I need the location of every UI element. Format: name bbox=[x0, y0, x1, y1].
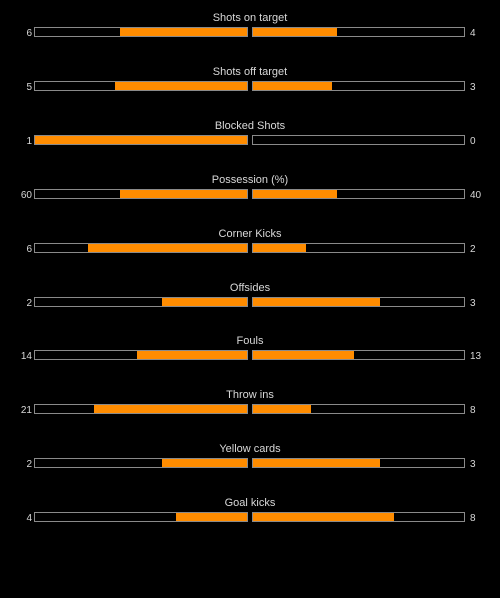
away-bar bbox=[252, 296, 465, 307]
stat-row: Offsides 2 3 bbox=[0, 276, 500, 316]
stat-label: Possession (%) bbox=[211, 173, 289, 186]
home-bar bbox=[34, 134, 248, 145]
away-bar bbox=[252, 512, 465, 523]
stat-row: Fouls 14 13 bbox=[0, 329, 500, 369]
home-bar-fill bbox=[93, 405, 247, 414]
home-bar bbox=[34, 27, 248, 37]
stat-label: Offsides bbox=[229, 281, 271, 294]
home-bar-fill bbox=[162, 297, 247, 306]
stat-row: Shots off target 5 3 bbox=[0, 60, 500, 100]
stat-label: Shots on target bbox=[212, 12, 288, 24]
stat-label: Blocked Shots bbox=[214, 119, 286, 132]
home-bar-fill bbox=[119, 28, 247, 36]
away-bar-fill bbox=[253, 243, 306, 252]
home-value: 21 bbox=[20, 405, 32, 417]
stat-row: Possession (%) 60 40 bbox=[0, 168, 500, 208]
stat-row: Goal kicks 4 8 bbox=[0, 491, 500, 531]
stat-label: Yellow cards bbox=[219, 443, 281, 456]
away-value: 8 bbox=[470, 405, 476, 417]
home-bar bbox=[34, 188, 248, 199]
away-value: 0 bbox=[470, 135, 476, 147]
away-bar bbox=[252, 188, 465, 199]
home-bar-fill bbox=[136, 351, 247, 360]
home-value: 6 bbox=[26, 28, 32, 39]
away-bar bbox=[252, 134, 465, 145]
away-bar bbox=[252, 350, 465, 361]
home-value: 5 bbox=[26, 81, 32, 93]
home-bar-fill bbox=[176, 513, 247, 522]
away-bar-fill bbox=[253, 189, 338, 198]
home-bar-fill bbox=[162, 459, 247, 468]
home-bar-fill bbox=[88, 243, 247, 252]
home-value: 2 bbox=[26, 459, 32, 471]
stat-row: Corner Kicks 6 2 bbox=[0, 222, 500, 262]
away-value: 40 bbox=[470, 189, 482, 201]
away-value: 3 bbox=[470, 81, 476, 93]
stat-label: Throw ins bbox=[226, 389, 274, 402]
home-value: 60 bbox=[20, 189, 32, 201]
home-bar bbox=[34, 404, 248, 415]
home-bar bbox=[34, 80, 248, 91]
stat-label: Goal kicks bbox=[224, 497, 276, 510]
away-bar bbox=[252, 80, 465, 91]
home-bar-fill bbox=[119, 189, 247, 198]
stat-label: Corner Kicks bbox=[218, 227, 282, 240]
stat-row: Yellow cards 2 3 bbox=[0, 437, 500, 477]
away-value: 13 bbox=[470, 351, 482, 363]
away-value: 4 bbox=[470, 28, 476, 39]
away-bar bbox=[252, 458, 465, 469]
home-bar-fill bbox=[114, 81, 247, 90]
away-bar-fill bbox=[253, 297, 380, 306]
away-bar-fill bbox=[253, 513, 394, 522]
away-value: 3 bbox=[470, 297, 476, 309]
home-bar bbox=[34, 242, 248, 253]
away-bar-fill bbox=[253, 351, 355, 360]
home-bar bbox=[34, 350, 248, 361]
home-bar bbox=[34, 512, 248, 523]
away-value: 8 bbox=[470, 513, 476, 525]
stat-row: Blocked Shots 1 0 bbox=[0, 114, 500, 154]
home-bar bbox=[34, 458, 248, 469]
away-bar bbox=[252, 27, 465, 37]
stat-label: Fouls bbox=[236, 335, 264, 348]
stat-row: Throw ins 21 8 bbox=[0, 383, 500, 423]
home-bar bbox=[34, 296, 248, 307]
away-value: 2 bbox=[470, 243, 476, 255]
home-bar-fill bbox=[35, 135, 247, 144]
away-bar-fill bbox=[253, 81, 333, 90]
away-bar bbox=[252, 404, 465, 415]
away-bar-fill bbox=[253, 459, 380, 468]
home-value: 2 bbox=[26, 297, 32, 309]
away-bar bbox=[252, 242, 465, 253]
away-bar-fill bbox=[253, 405, 312, 414]
home-value: 14 bbox=[20, 351, 32, 363]
away-value: 3 bbox=[470, 459, 476, 471]
stat-row: Shots on target 6 4 bbox=[0, 6, 500, 46]
home-value: 6 bbox=[26, 243, 32, 255]
home-value: 4 bbox=[26, 513, 32, 525]
home-value: 1 bbox=[26, 135, 32, 147]
stat-label: Shots off target bbox=[212, 65, 288, 78]
away-bar-fill bbox=[253, 28, 338, 36]
